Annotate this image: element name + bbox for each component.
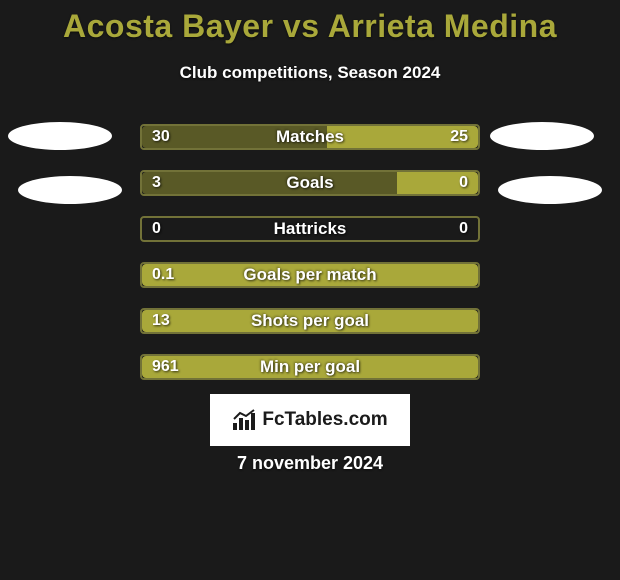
stat-label: Min per goal xyxy=(142,356,478,378)
branding-text: FcTables.com xyxy=(262,409,387,431)
subtitle: Club competitions, Season 2024 xyxy=(0,63,620,83)
stat-label: Goals per match xyxy=(142,264,478,286)
page-title: Acosta Bayer vs Arrieta Medina xyxy=(0,8,620,45)
stat-row: 30Goals xyxy=(140,170,480,196)
stat-row: 0.1Goals per match xyxy=(140,262,480,288)
decor-ellipse-mid-right xyxy=(498,176,602,204)
date-text: 7 november 2024 xyxy=(0,453,620,474)
stat-label: Matches xyxy=(142,126,478,148)
stat-label: Shots per goal xyxy=(142,310,478,332)
branding-badge: FcTables.com xyxy=(210,394,410,446)
stat-row: 961Min per goal xyxy=(140,354,480,380)
comparison-infographic: Acosta Bayer vs Arrieta Medina Club comp… xyxy=(0,0,620,580)
decor-ellipse-top-left xyxy=(8,122,112,150)
stat-label: Hattricks xyxy=(142,218,478,240)
stat-row: 00Hattricks xyxy=(140,216,480,242)
stat-row: 3025Matches xyxy=(140,124,480,150)
stat-row: 13Shots per goal xyxy=(140,308,480,334)
decor-ellipse-top-right xyxy=(490,122,594,150)
decor-ellipse-mid-left xyxy=(18,176,122,204)
stat-label: Goals xyxy=(142,172,478,194)
branding-icon xyxy=(232,409,258,431)
